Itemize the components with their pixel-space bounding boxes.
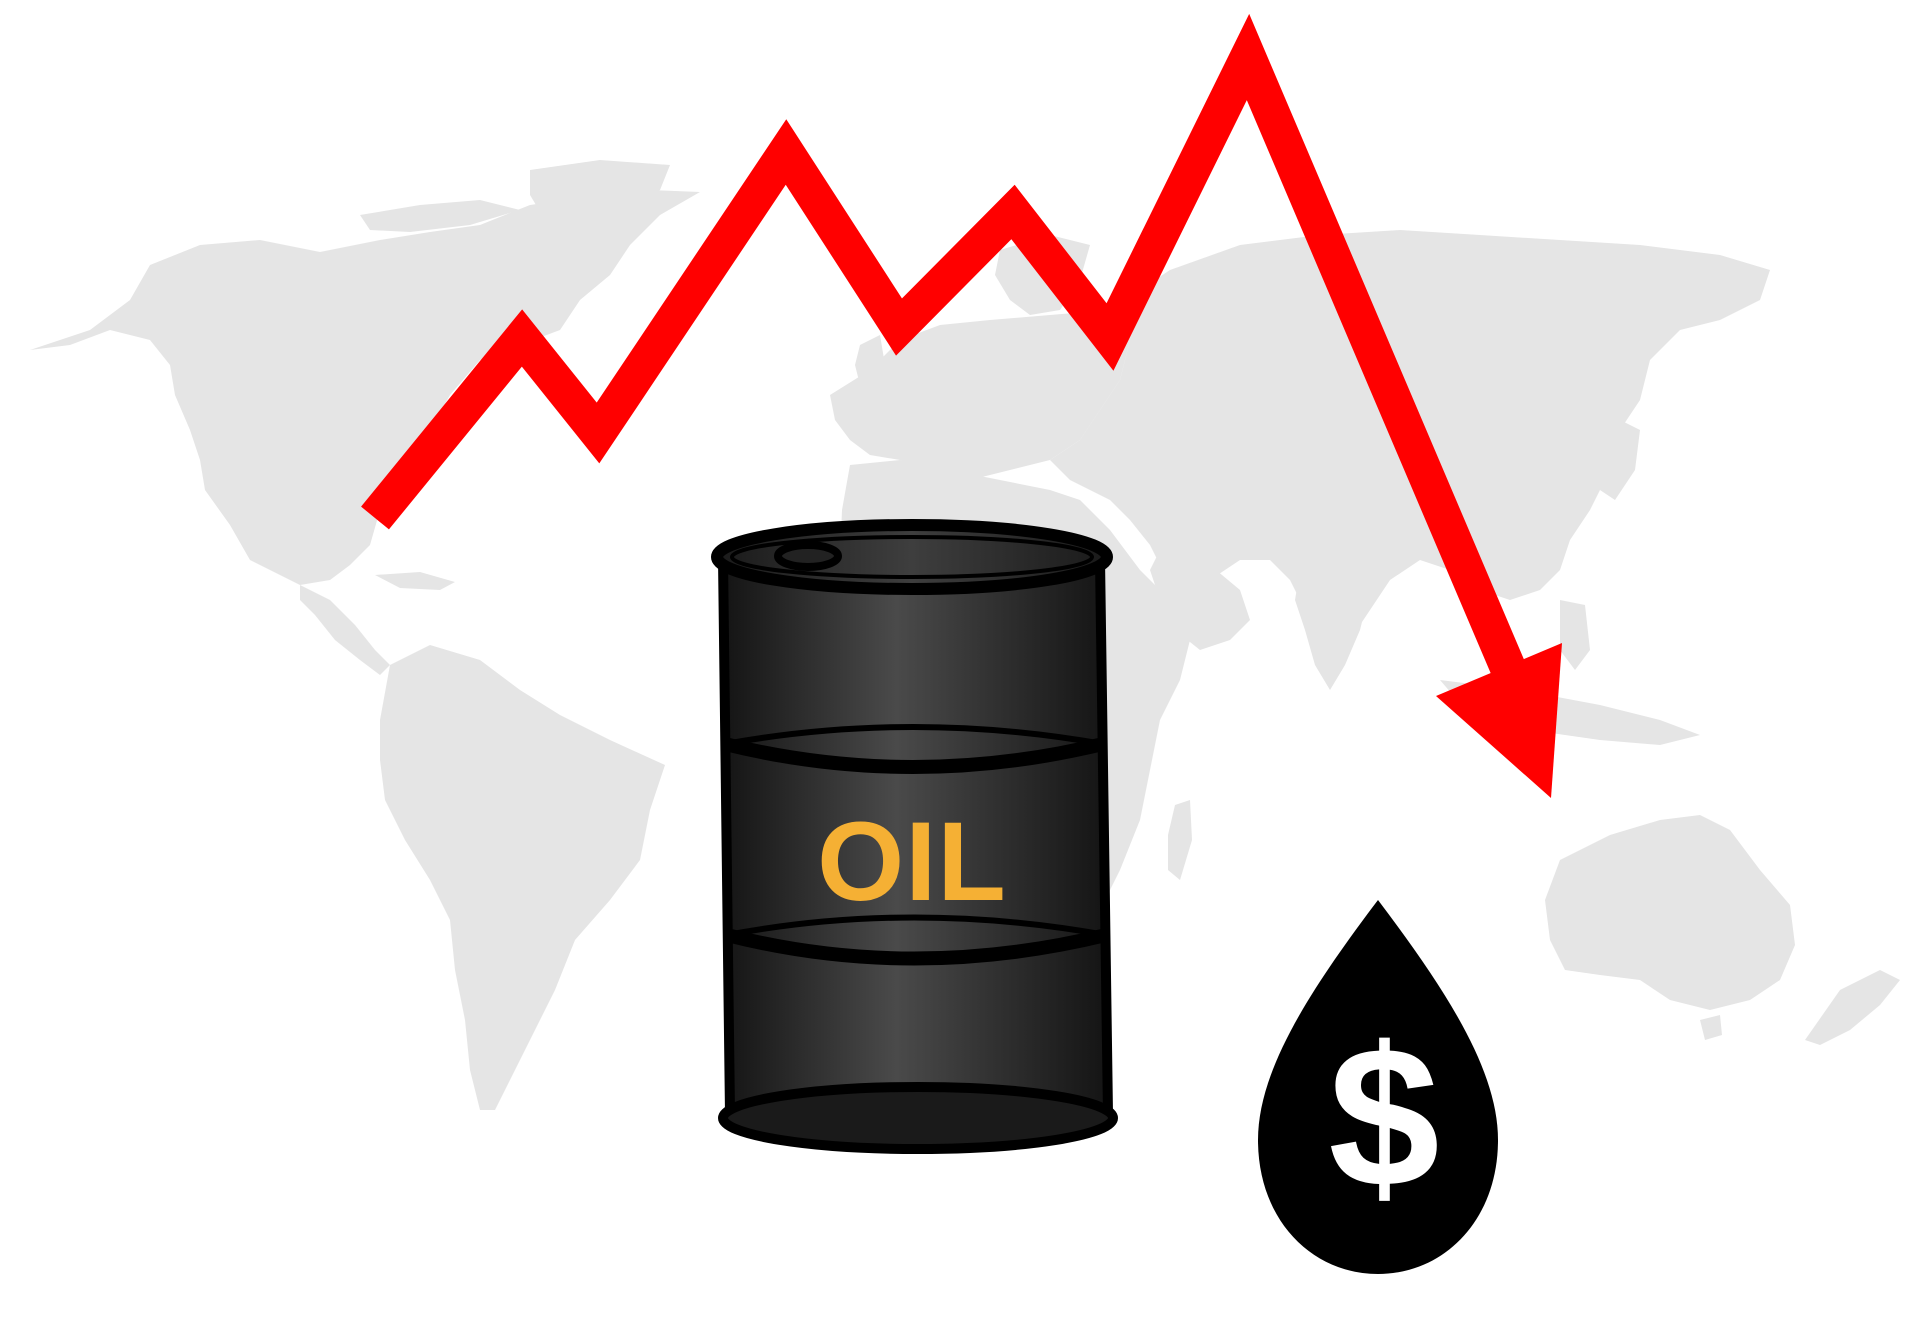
trend-line bbox=[361, 13, 1531, 690]
barrel-label: OIL bbox=[817, 799, 1007, 924]
trend-arrowhead bbox=[1436, 643, 1562, 798]
caribbean-shape bbox=[375, 572, 455, 590]
price-trend-arrow bbox=[361, 13, 1562, 798]
barrel-ring-top-upper bbox=[724, 724, 1104, 747]
europe-shape bbox=[830, 310, 1130, 480]
greenland-shape bbox=[530, 160, 670, 235]
south-america-shape bbox=[380, 645, 665, 1110]
japan-shape bbox=[1600, 420, 1640, 500]
barrel-base bbox=[718, 1082, 1118, 1154]
oil-drop: $ bbox=[1258, 900, 1498, 1274]
barrel-ring-bottom-upper bbox=[726, 914, 1107, 938]
oil-barrel: OIL bbox=[711, 519, 1118, 1154]
australia-shape bbox=[1545, 815, 1795, 1010]
barrel-lid-inner bbox=[730, 535, 1094, 579]
madagascar-shape bbox=[1168, 800, 1192, 880]
dollar-sign-icon: $ bbox=[1328, 1006, 1439, 1229]
uk-shape bbox=[855, 335, 885, 395]
barrel-ring-top bbox=[723, 737, 1105, 774]
oil-drop-shape bbox=[1258, 900, 1498, 1274]
central-america-shape bbox=[300, 585, 390, 675]
arctic-islands-shape bbox=[360, 200, 520, 232]
north-america-shape bbox=[30, 190, 700, 585]
barrel-ring-bottom bbox=[725, 928, 1108, 966]
barrel-bung-icon bbox=[774, 541, 842, 571]
tasmania-shape bbox=[1700, 1015, 1722, 1040]
philippines-shape bbox=[1560, 600, 1590, 670]
india-shape bbox=[1295, 570, 1370, 690]
new-zealand-shape bbox=[1805, 970, 1900, 1045]
